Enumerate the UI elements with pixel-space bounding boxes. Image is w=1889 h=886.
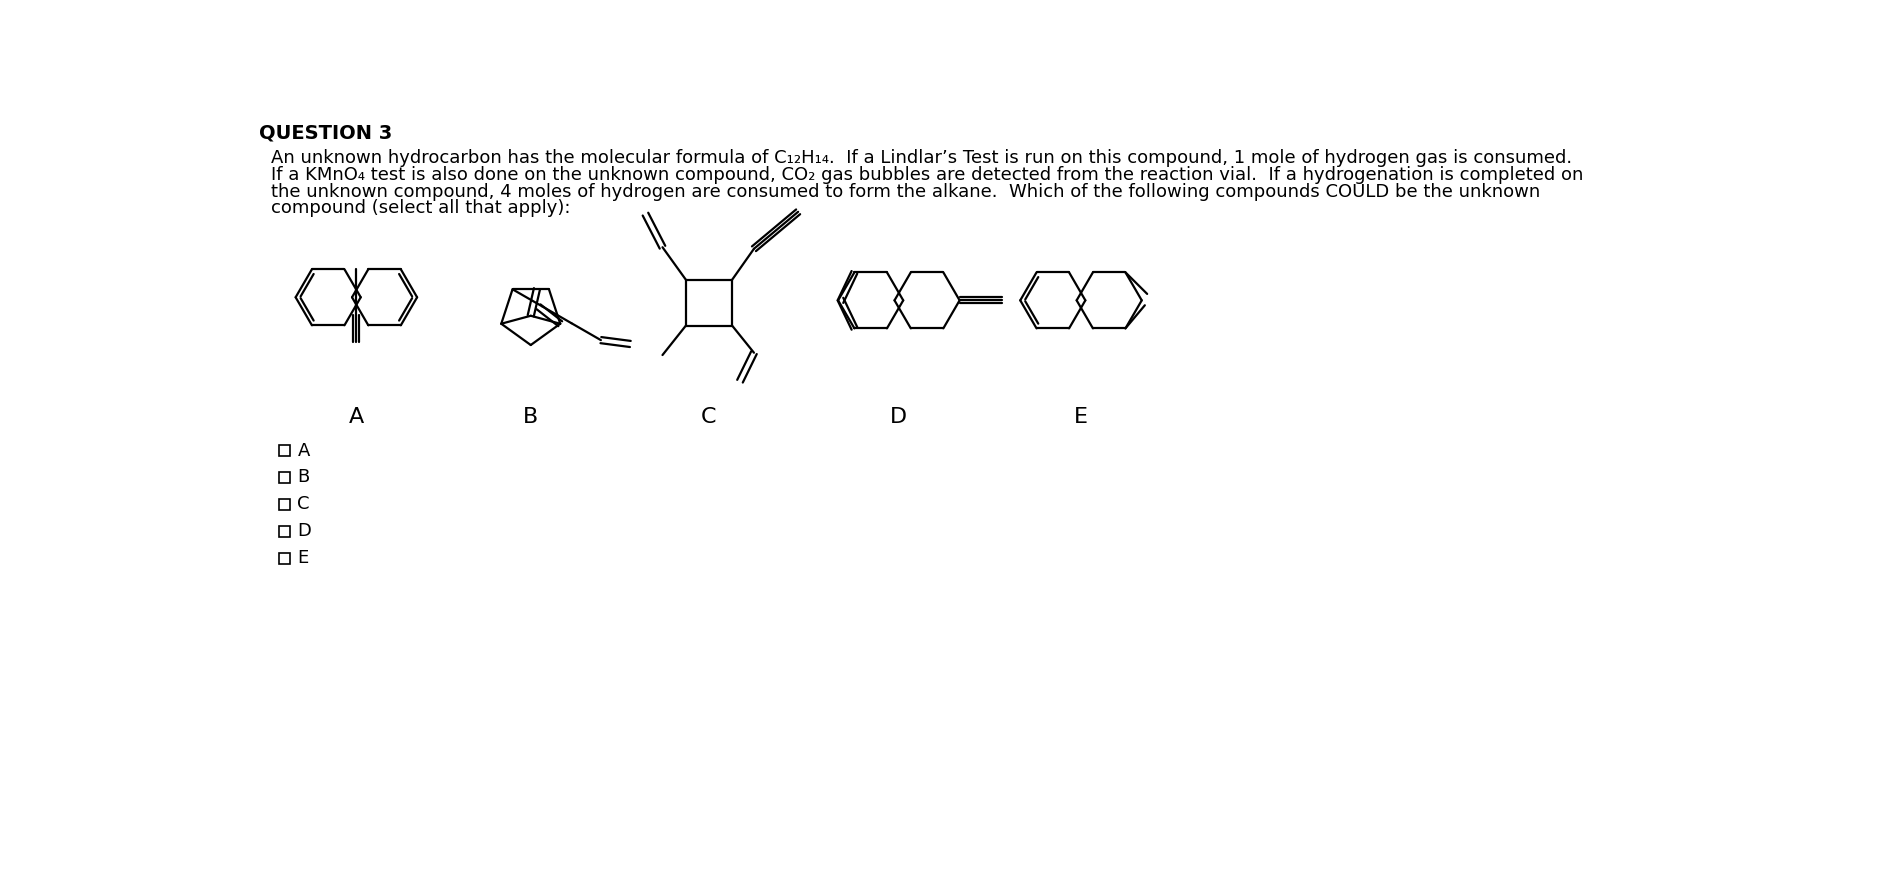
Text: If a KMnO₄ test is also done on the unknown compound, CO₂ gas bubbles are detect: If a KMnO₄ test is also done on the unkn…: [270, 166, 1583, 183]
Text: An unknown hydrocarbon has the molecular formula of C₁₂H₁₄.  If a Lindlar’s Test: An unknown hydrocarbon has the molecular…: [270, 149, 1572, 167]
Text: B: B: [523, 407, 538, 427]
Text: E: E: [297, 549, 308, 567]
Bar: [280, 499, 289, 509]
Text: C: C: [701, 407, 716, 427]
Bar: [280, 445, 289, 456]
Text: QUESTION 3: QUESTION 3: [259, 123, 393, 143]
Bar: [280, 472, 289, 483]
Text: C: C: [297, 495, 310, 513]
Text: compound (select all that apply):: compound (select all that apply):: [270, 199, 570, 217]
Text: A: A: [349, 407, 365, 427]
Text: the unknown compound, 4 moles of hydrogen are consumed to form the alkane.  Whic: the unknown compound, 4 moles of hydroge…: [270, 183, 1540, 200]
Bar: [280, 526, 289, 537]
Text: A: A: [297, 441, 310, 460]
Text: B: B: [297, 469, 310, 486]
Text: D: D: [297, 523, 312, 540]
Bar: [280, 553, 289, 563]
Text: D: D: [890, 407, 907, 427]
Text: E: E: [1073, 407, 1088, 427]
